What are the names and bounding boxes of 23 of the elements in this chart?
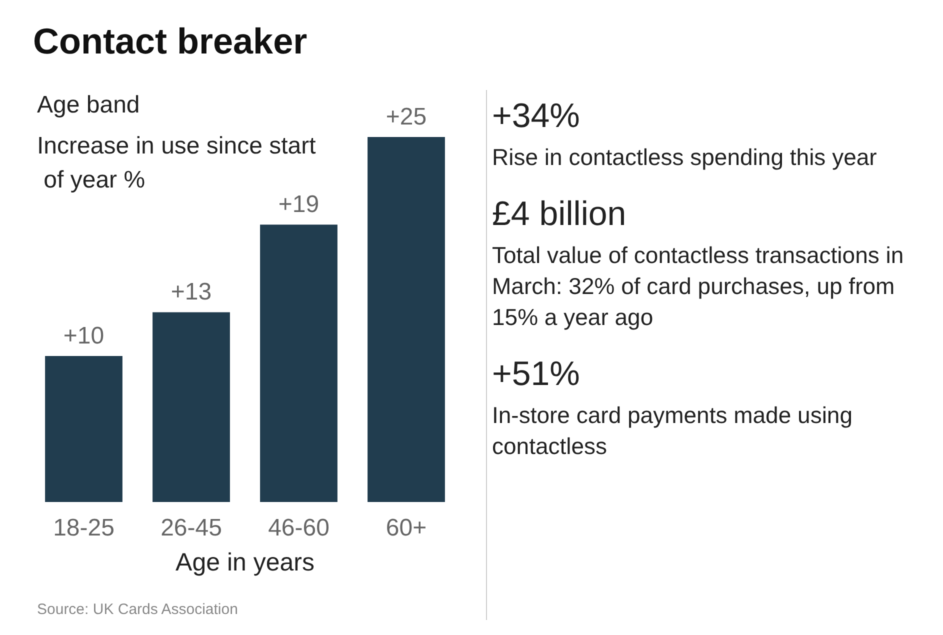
text: Rise in contactless spending this year — [492, 143, 878, 172]
text: +34% — [492, 97, 581, 136]
x-tick-label: 26-45 — [160, 514, 222, 542]
bar — [45, 356, 122, 502]
data-label: +25 — [386, 104, 427, 130]
x-tick-label: 18-25 — [53, 514, 114, 542]
x-tick-label: 46-60 — [268, 514, 330, 542]
bar — [152, 312, 230, 502]
text: In-store card payments made using contactless — [492, 401, 854, 461]
y-axis-title: Increase in use since start of year % — [37, 132, 316, 194]
text: Total value of contactless transactions in March: 32% of card purchases, up from 15% a year ago — [492, 241, 905, 332]
bar — [368, 137, 445, 502]
bar — [260, 224, 338, 502]
x-tick-label: 60+ — [386, 514, 427, 542]
x-axis-title: Age in years — [176, 548, 314, 576]
data-label: +19 — [278, 191, 320, 218]
chart-subtitle: Age band — [37, 92, 140, 118]
data-label: +13 — [170, 278, 212, 306]
source-note: Source: UK Cards Association — [37, 601, 238, 618]
text: £4 billion — [492, 195, 628, 234]
data-label: +10 — [63, 322, 104, 350]
chart-title: Contact breaker — [33, 20, 308, 62]
text: +51% — [492, 355, 581, 394]
